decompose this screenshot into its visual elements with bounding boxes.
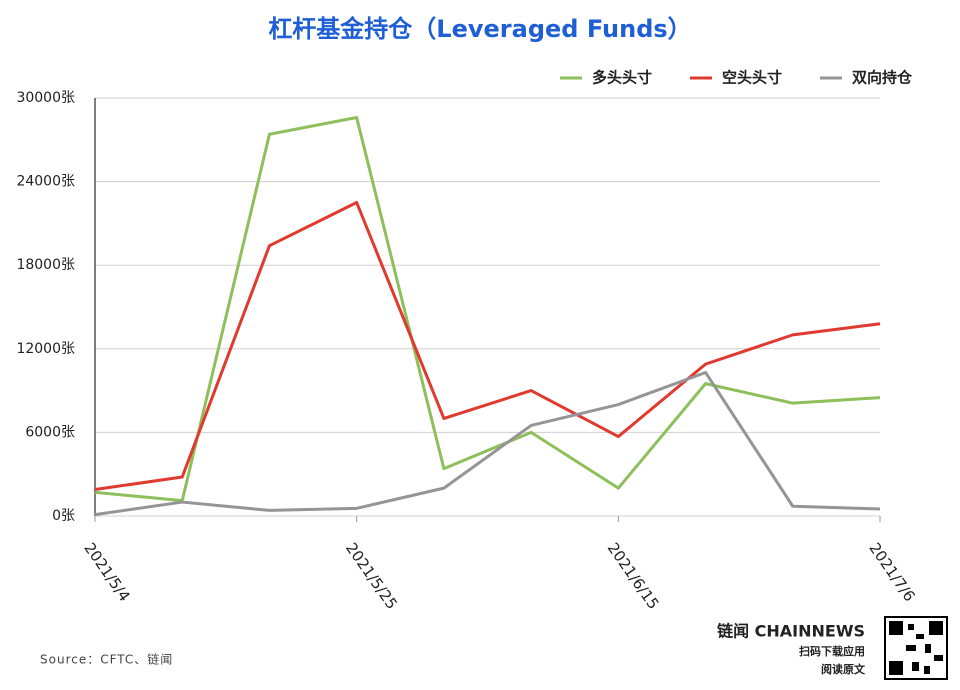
y-tick-label: 18000张 <box>16 257 75 273</box>
chart-title: 杠杆基金持仓（Leveraged Funds） <box>268 15 691 43</box>
brand-line: 扫码下载应用 <box>799 644 865 658</box>
brand: 链闻 CHAINNEWS <box>717 622 865 641</box>
y-tick-label: 24000张 <box>16 174 75 190</box>
y-tick-label: 12000张 <box>16 341 75 357</box>
series-line <box>94 370 881 517</box>
legend-label: 多头头寸 <box>592 69 652 87</box>
brand-line: 阅读原文 <box>821 662 866 676</box>
qr-code <box>884 616 948 680</box>
source: Source：CFTC、链闻 <box>40 652 173 667</box>
series-line <box>94 116 881 503</box>
y-tick-label: 30000张 <box>16 90 75 106</box>
series-line <box>94 201 881 492</box>
y-tick-label: 0张 <box>52 508 75 524</box>
y-tick-label: 6000张 <box>25 424 75 440</box>
legend-label: 双向持仓 <box>852 69 913 87</box>
legend-label: 空头头寸 <box>722 69 782 87</box>
